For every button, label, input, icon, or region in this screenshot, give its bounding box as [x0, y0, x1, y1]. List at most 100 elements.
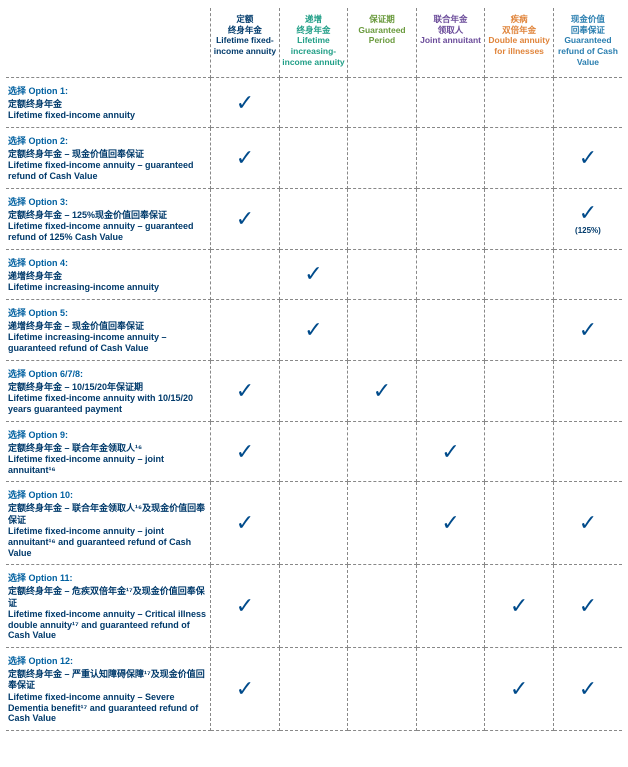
check-cell [416, 565, 485, 648]
row-label: 选择 Option 1: 定额终身年金Lifetime fixed-income … [6, 78, 211, 128]
check-cell [348, 565, 417, 648]
option-zh: 递增终身年金 [8, 271, 206, 282]
header-en: Guaranteed Period [358, 25, 405, 46]
check-cell [485, 421, 554, 482]
check-cell [348, 648, 417, 731]
option-number: 选择 Option 4: [8, 256, 206, 269]
row-label: 选择 Option 4:递增终身年金Lifetime increasing-in… [6, 249, 211, 299]
check-icon: ✓ [236, 439, 254, 464]
row-label: 选择 Option 6/7/8:定额终身年金 – 10/15/20年保证期Lif… [6, 360, 211, 421]
check-cell: ✓ [211, 189, 280, 250]
option-number: 选择 Option 12: [8, 654, 206, 667]
check-cell [348, 189, 417, 250]
header-col-1: 定额终身年金Lifetime fixed-income annuity [211, 8, 280, 78]
option-number: 选择 Option 11: [8, 571, 206, 584]
check-cell [348, 128, 417, 189]
header-zh: 现金价值回奉保证 [571, 14, 605, 35]
check-cell: ✓ [348, 360, 417, 421]
option-number: 选择 Option 1: [8, 84, 206, 97]
option-en: Lifetime fixed-income annuity – guarante… [8, 160, 206, 182]
check-cell: ✓ [416, 482, 485, 565]
header-empty [6, 8, 211, 78]
row-label: 选择 Option 12: 定额终身年金 – 严重认知障碍保障¹⁷及现金价值回奉保… [6, 648, 211, 731]
check-cell [279, 482, 348, 565]
header-en: Double annuity for illnesses [488, 35, 549, 56]
check-icon: ✓ [579, 145, 597, 170]
check-icon: ✓ [579, 593, 597, 618]
check-cell: ✓ [211, 565, 280, 648]
option-zh: 定额终身年金 – 严重认知障碍保障¹⁷及现金价值回奉保证 [8, 669, 206, 692]
row-label: 选择 Option 2: 定额终身年金 – 现金价值回奉保证Lifetime fi… [6, 128, 211, 189]
header-zh: 保证期 [369, 14, 395, 24]
check-cell [279, 78, 348, 128]
option-zh: 定额终身年金 – 10/15/20年保证期 [8, 382, 206, 393]
option-en: Lifetime fixed-income annuity with 10/15… [8, 393, 206, 415]
option-en: Lifetime fixed-income annuity [8, 110, 206, 121]
check-icon: ✓ [579, 510, 597, 535]
check-cell: ✓ [416, 421, 485, 482]
table-header: 定额终身年金Lifetime fixed-income annuity 递增终身… [6, 8, 622, 78]
check-cell: ✓ [553, 482, 622, 565]
check-cell: ✓ [211, 421, 280, 482]
check-cell [553, 78, 622, 128]
row-label: 选择 Option 11: 定额终身年金 – 危疾双倍年金¹⁷及现金价值回奉保证L… [6, 565, 211, 648]
option-zh: 递增终身年金 – 现金价值回奉保证 [8, 321, 206, 332]
check-cell [416, 189, 485, 250]
table-row: 选择 Option 10:定额终身年金 – 联合年金领取人¹⁶及现金价值回奉保证… [6, 482, 622, 565]
check-cell [416, 360, 485, 421]
check-cell: ✓ [485, 648, 554, 731]
option-en: Lifetime fixed-income annuity – Critical… [8, 609, 206, 641]
check-cell [279, 128, 348, 189]
check-cell: ✓ [279, 299, 348, 360]
header-col-5: 疾病双倍年金Double annuity for illnesses [485, 8, 554, 78]
option-number: 选择 Option 9: [8, 428, 206, 441]
check-icon: ✓ [441, 439, 459, 464]
check-cell [416, 78, 485, 128]
check-cell: ✓ [211, 128, 280, 189]
option-number: 选择 Option 10: [8, 488, 206, 501]
check-cell: ✓ [211, 648, 280, 731]
check-cell [485, 128, 554, 189]
check-cell [211, 249, 280, 299]
header-en: Lifetime fixed-income annuity [214, 35, 276, 56]
check-icon: ✓ [510, 676, 528, 701]
row-label: 选择 Option 5:递增终身年金 – 现金价值回奉保证Lifetime in… [6, 299, 211, 360]
check-cell: ✓ [485, 565, 554, 648]
header-zh: 递增终身年金 [296, 14, 330, 35]
header-col-4: 联合年金领取人Joint annuitant [416, 8, 485, 78]
check-cell: ✓ [211, 78, 280, 128]
header-en: Lifetime increasing-income annuity [282, 35, 344, 66]
check-cell [416, 249, 485, 299]
check-cell [553, 360, 622, 421]
check-cell [416, 299, 485, 360]
check-icon: ✓ [236, 206, 254, 231]
check-cell [485, 78, 554, 128]
option-zh: 定额终身年金 – 危疾双倍年金¹⁷及现金价值回奉保证 [8, 586, 206, 609]
check-cell: ✓ [211, 360, 280, 421]
check-cell: ✓ [279, 249, 348, 299]
check-cell [485, 189, 554, 250]
check-cell [279, 189, 348, 250]
option-zh: 定额终身年金 – 125%现金价值回奉保证 [8, 210, 206, 221]
option-zh: 定额终身年金 – 现金价值回奉保证 [8, 149, 206, 160]
row-label: 选择 Option 10:定额终身年金 – 联合年金领取人¹⁶及现金价值回奉保证… [6, 482, 211, 565]
option-en: Lifetime fixed-income annuity – joint an… [8, 454, 206, 476]
option-en: Lifetime fixed-income annuity – guarante… [8, 221, 206, 243]
table-row: 选择 Option 11: 定额终身年金 – 危疾双倍年金¹⁷及现金价值回奉保证L… [6, 565, 622, 648]
option-zh: 定额终身年金 [8, 99, 206, 110]
option-number: 选择 Option 2: [8, 134, 206, 147]
check-cell [348, 421, 417, 482]
check-cell [485, 249, 554, 299]
check-cell: ✓ [553, 128, 622, 189]
check-cell [553, 249, 622, 299]
check-icon: ✓ [236, 90, 254, 115]
check-cell [485, 299, 554, 360]
check-cell [416, 648, 485, 731]
cell-note: (125%) [556, 226, 620, 235]
option-number: 选择 Option 3: [8, 195, 206, 208]
header-zh: 疾病双倍年金 [502, 14, 536, 35]
table-body: 选择 Option 1:定额终身年金Lifetime fixed-income … [6, 78, 622, 731]
check-cell [348, 299, 417, 360]
table-row: 选择 Option 9:定额终身年金 – 联合年金领取人¹⁶Lifetime f… [6, 421, 622, 482]
check-cell: ✓(125%) [553, 189, 622, 250]
